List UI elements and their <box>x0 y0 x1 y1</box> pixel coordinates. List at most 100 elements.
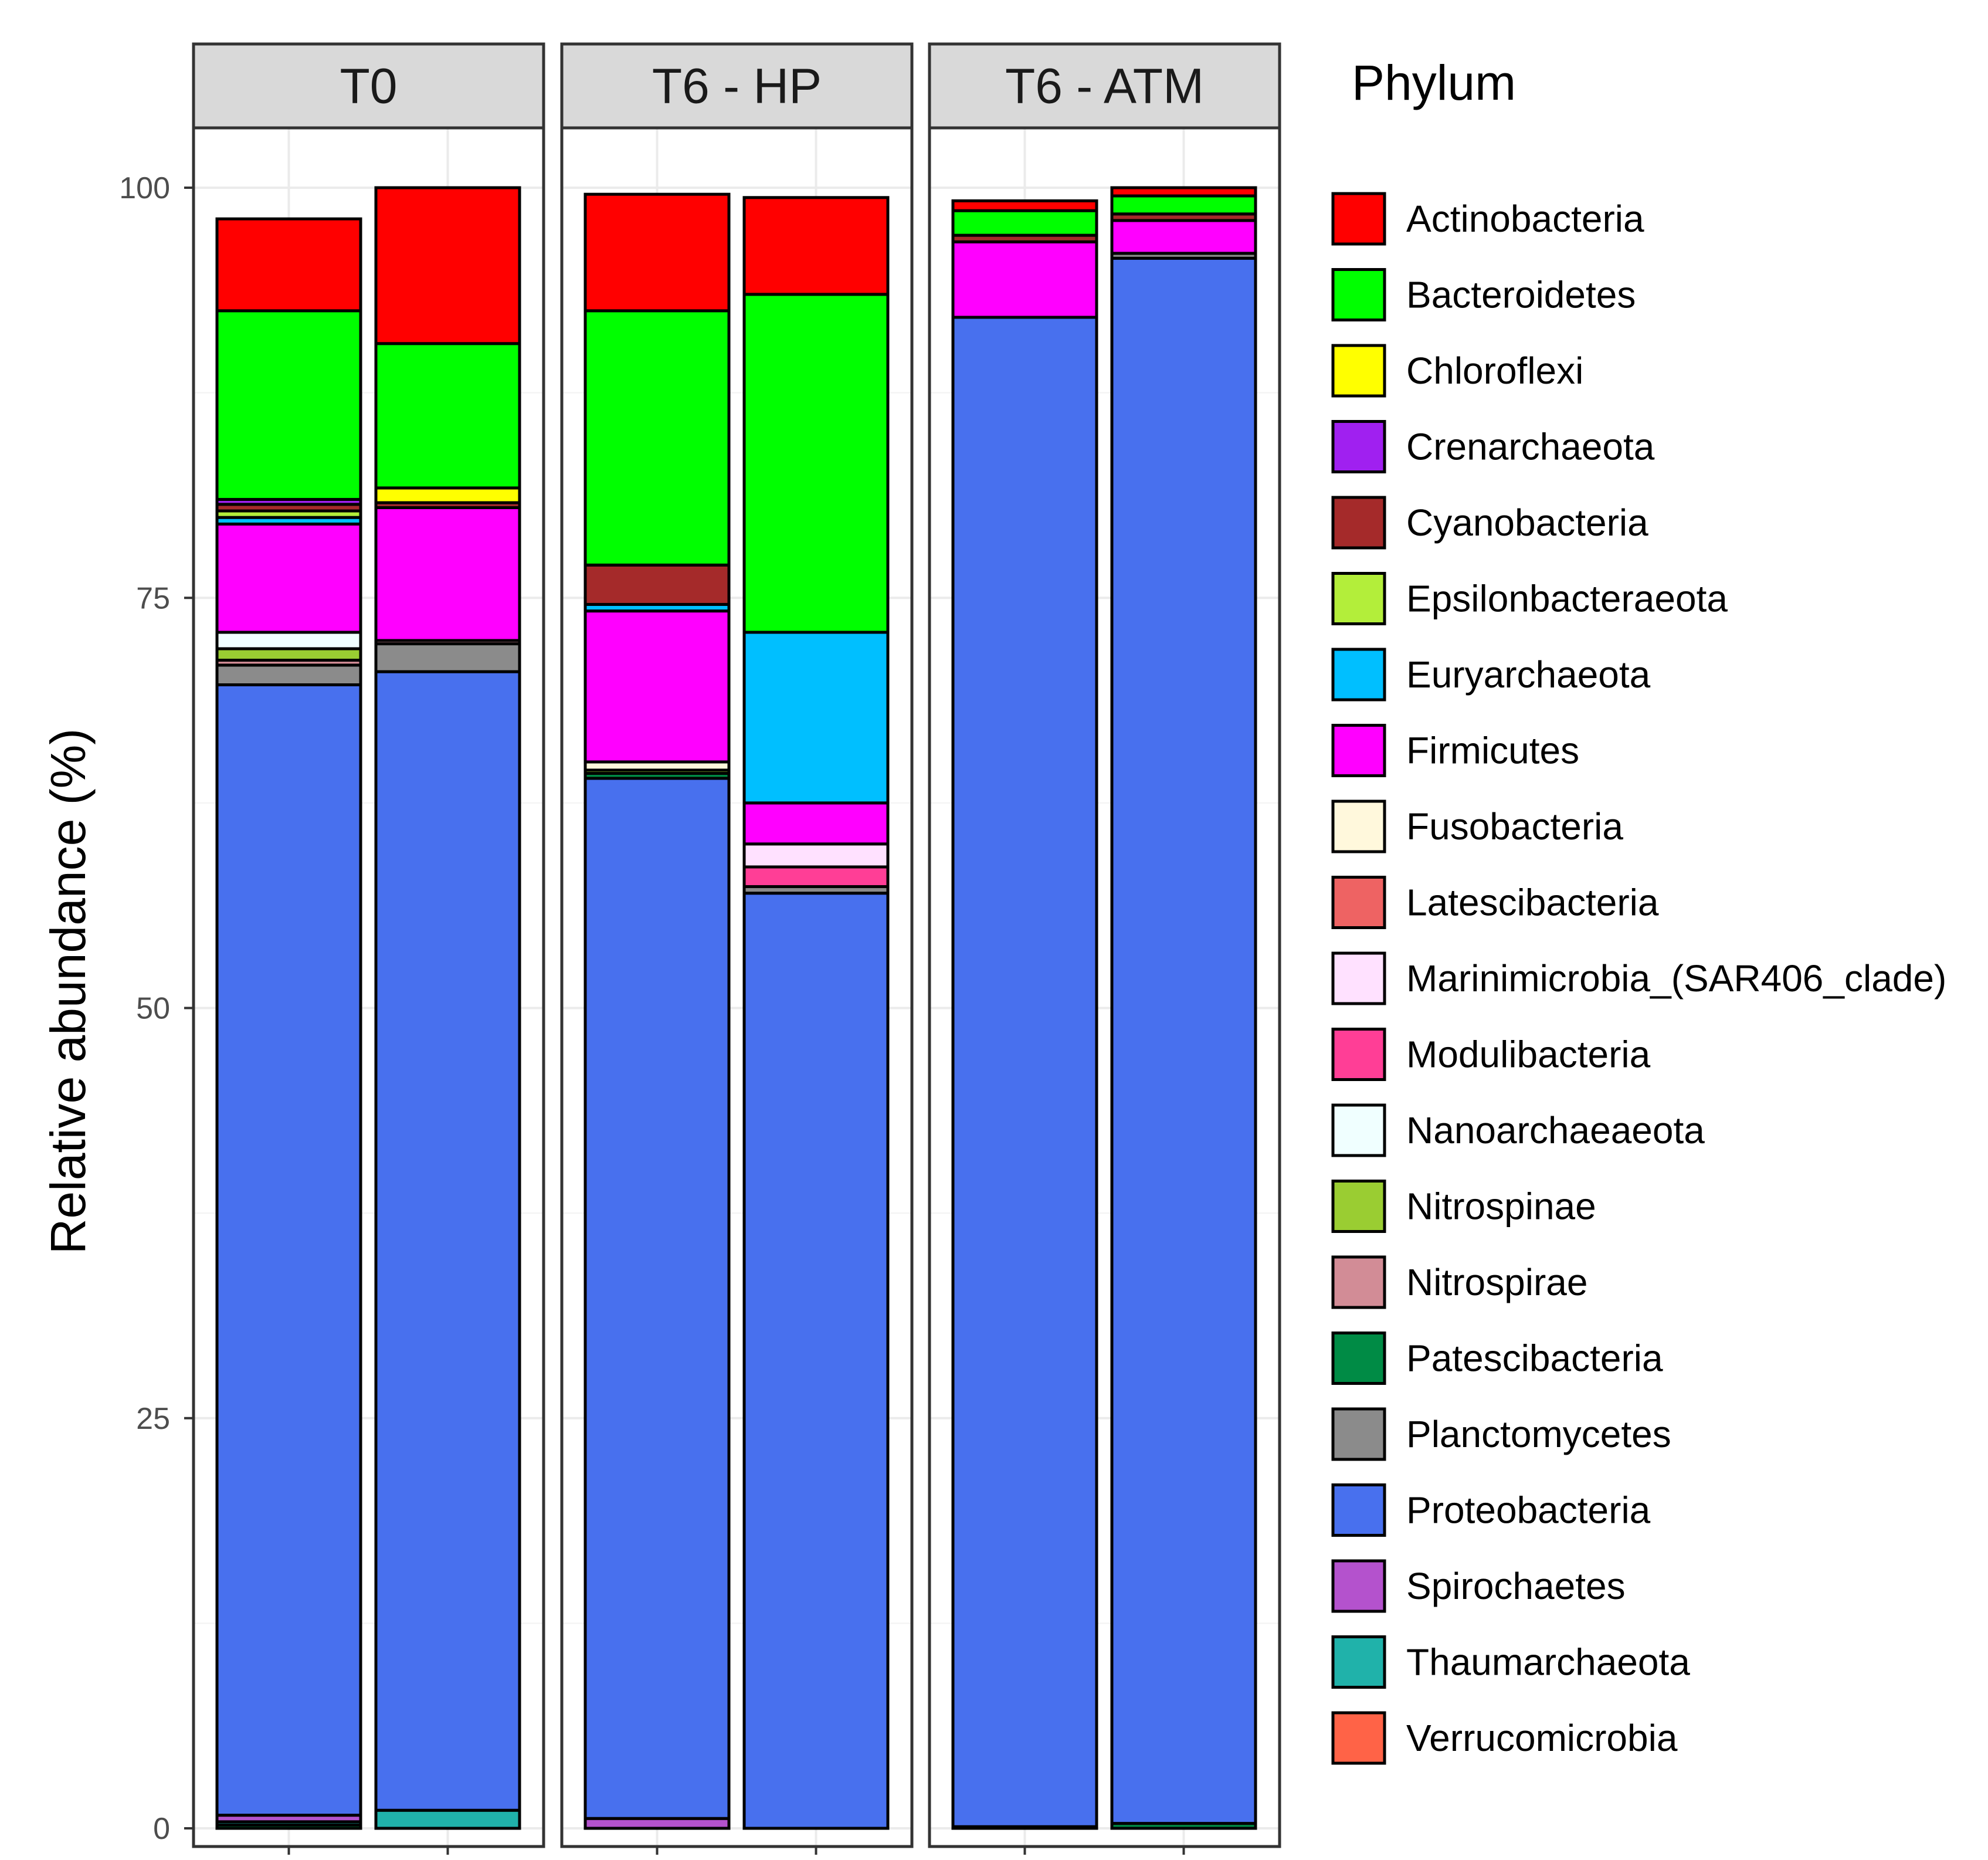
bar-segment <box>742 892 890 1830</box>
bar-segment <box>583 609 731 764</box>
legend-swatch <box>1331 1180 1386 1233</box>
bar-segment <box>374 670 521 1812</box>
panel-border <box>560 126 914 1848</box>
legend-item[interactable]: Modulibacteria <box>1331 1028 1651 1081</box>
legend-item[interactable]: Verrucomicrobia <box>1331 1711 1678 1765</box>
y-tick-label: 0 <box>153 1812 170 1846</box>
legend-item[interactable]: Nitrospirae <box>1331 1255 1587 1309</box>
facet-label: T6 - ATM <box>1005 59 1204 114</box>
legend-swatch <box>1331 876 1386 929</box>
legend-label: Fusobacteria <box>1406 805 1623 848</box>
legend-label: Latescibacteria <box>1406 882 1659 924</box>
bar-segment <box>215 217 362 313</box>
legend-label: Planctomycetes <box>1406 1413 1671 1455</box>
bar-segment <box>583 777 731 1820</box>
bar-segment <box>583 1817 731 1830</box>
bar-segment <box>215 631 362 651</box>
y-tick-label: 75 <box>136 581 170 615</box>
panel-border <box>928 126 1281 1848</box>
bar-segment <box>951 209 1098 237</box>
facet-label: T6 - HP <box>652 59 822 114</box>
legend-item[interactable]: Thaumarchaeota <box>1331 1635 1690 1689</box>
legend-item[interactable]: Euryarchaeota <box>1331 648 1651 702</box>
legend-swatch <box>1331 1559 1386 1613</box>
legend-swatch <box>1331 799 1386 853</box>
legend-swatch <box>1331 648 1386 702</box>
bar-stack <box>742 196 890 1830</box>
legend-swatch <box>1331 724 1386 777</box>
legend-item[interactable]: Marinimicrobia_(SAR406_clade) <box>1331 951 1946 1005</box>
legend-label: Firmicutes <box>1406 730 1579 772</box>
legend-label: Cyanobacteria <box>1406 502 1648 544</box>
bar-segment <box>374 486 521 504</box>
bar-stack <box>215 217 362 1830</box>
bar-segment <box>374 1808 521 1830</box>
bar-segment <box>1110 219 1257 255</box>
facet-panel: T0 <box>192 42 545 1855</box>
bar-segment <box>951 240 1098 319</box>
legend-swatch <box>1331 268 1386 321</box>
bar-segment <box>215 683 362 1817</box>
legend-label: Marinimicrobia_(SAR406_clade) <box>1406 957 1946 1000</box>
y-axis: 0 25 50 75 100 <box>119 171 194 1846</box>
legend-item[interactable]: Bacteroidetes <box>1331 268 1636 321</box>
bar-segment <box>583 309 731 567</box>
bar-segment <box>583 192 731 313</box>
legend-label: Nitrospinae <box>1406 1185 1596 1228</box>
legend-item[interactable]: Nanoarchaeaeota <box>1331 1103 1705 1157</box>
y-tick-label: 50 <box>136 992 170 1026</box>
legend-item[interactable]: Cyanobacteria <box>1331 496 1648 550</box>
bar-segment <box>742 293 890 634</box>
bar-stack <box>951 199 1098 1830</box>
legend-item[interactable]: Crenarchaeota <box>1331 420 1655 473</box>
bar-segment <box>951 199 1098 212</box>
facet-panels: T0 T6 - HP T6 - ATM <box>192 42 1281 1855</box>
y-tick-label: 25 <box>136 1402 170 1436</box>
legend-label: Nitrospirae <box>1406 1261 1587 1303</box>
legend-item[interactable]: Chloroflexi <box>1331 344 1583 398</box>
facet-panel: T6 - HP <box>560 42 914 1855</box>
bar-segment <box>374 186 521 345</box>
bar-segment <box>583 563 731 606</box>
legend[interactable]: Phylum Actinobacteria Bacteroidetes Chloro… <box>1331 55 1946 1765</box>
legend-swatch <box>1331 192 1386 246</box>
legend-label: Thaumarchaeota <box>1406 1641 1690 1683</box>
bar-segment <box>742 865 890 889</box>
facet-panel: T6 - ATM <box>928 42 1281 1855</box>
legend-item[interactable]: Latescibacteria <box>1331 876 1659 929</box>
bar-segment <box>742 801 890 846</box>
bar-segment <box>374 506 521 642</box>
legend-item[interactable]: Fusobacteria <box>1331 799 1623 853</box>
legend-label: Proteobacteria <box>1406 1489 1651 1532</box>
legend-item[interactable]: Epsilonbacteraeota <box>1331 572 1728 625</box>
facet-strip <box>928 42 1281 130</box>
legend-label: Chloroflexi <box>1406 350 1583 392</box>
facet-strip <box>560 42 914 130</box>
legend-item[interactable]: Patescibacteria <box>1331 1332 1663 1385</box>
legend-label: Patescibacteria <box>1406 1337 1663 1380</box>
legend-item[interactable]: Actinobacteria <box>1331 192 1644 246</box>
legend-swatch <box>1331 496 1386 550</box>
facet-label: T0 <box>340 59 397 114</box>
legend-swatch <box>1331 420 1386 473</box>
legend-swatch <box>1331 951 1386 1005</box>
legend-item[interactable]: Spirochaetes <box>1331 1559 1626 1613</box>
legend-swatch <box>1331 344 1386 398</box>
legend-item[interactable]: Planctomycetes <box>1331 1407 1671 1461</box>
legend-item[interactable]: Proteobacteria <box>1331 1483 1651 1537</box>
panel-border <box>192 126 545 1848</box>
legend-item[interactable]: Firmicutes <box>1331 724 1579 777</box>
bar-segment <box>951 316 1098 1828</box>
bar-segment <box>215 522 362 634</box>
legend-label: Crenarchaeota <box>1406 426 1655 468</box>
bar-segment <box>215 663 362 686</box>
legend-swatch <box>1331 572 1386 625</box>
legend-item[interactable]: Nitrospinae <box>1331 1180 1596 1233</box>
legend-swatch <box>1331 1711 1386 1765</box>
bar-segment <box>1110 194 1257 216</box>
legend-label: Nanoarchaeaeota <box>1406 1109 1705 1151</box>
y-axis-title: Relative abundance (%) <box>40 729 96 1255</box>
y-tick-label: 100 <box>119 171 170 205</box>
legend-swatch <box>1331 1103 1386 1157</box>
legend-swatch <box>1331 1483 1386 1537</box>
